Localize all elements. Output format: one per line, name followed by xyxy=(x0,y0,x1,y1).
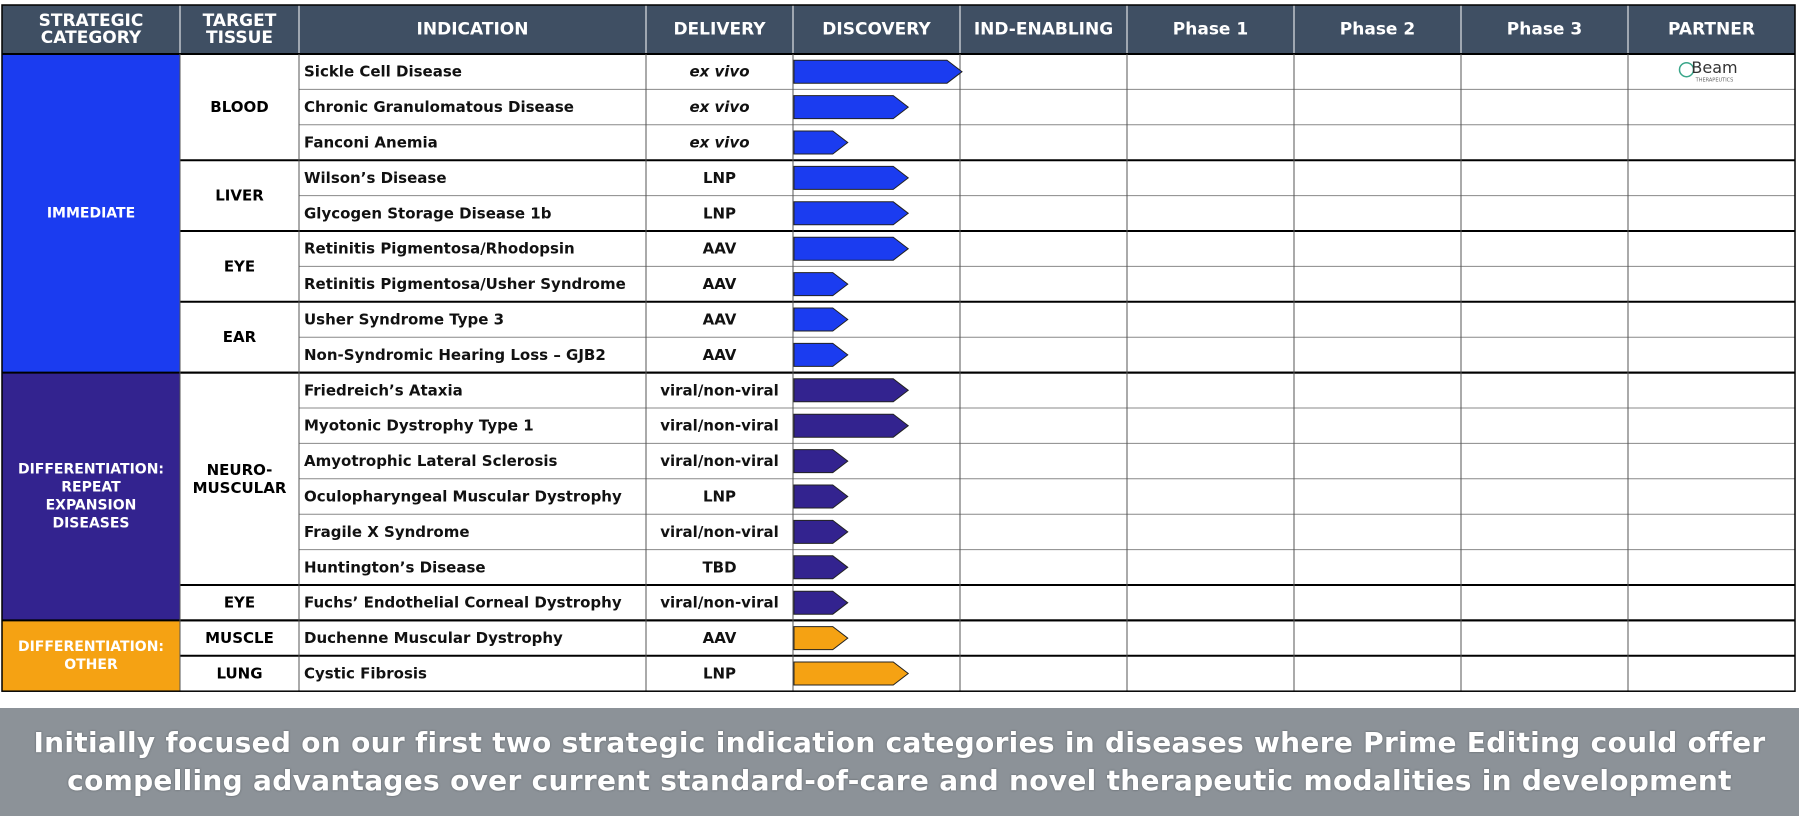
delivery-label: AAV xyxy=(703,346,737,364)
indication-label: Sickle Cell Disease xyxy=(304,63,462,81)
delivery-label: AAV xyxy=(703,275,737,293)
header-bar xyxy=(2,5,1795,54)
indication-label: Retinitis Pigmentosa/Usher Syndrome xyxy=(304,275,626,293)
tissue-label-line: LIVER xyxy=(215,187,264,205)
delivery-label: AAV xyxy=(703,629,737,647)
header-indication-line: INDICATION xyxy=(417,20,529,40)
delivery-label: viral/non-viral xyxy=(660,452,779,470)
progress-arrow xyxy=(793,449,849,474)
indication-label: Glycogen Storage Disease 1b xyxy=(304,204,552,222)
progress-arrow xyxy=(793,272,849,297)
tissue-label-line: EYE xyxy=(224,594,255,612)
header-category-line: STRATEGIC xyxy=(39,11,144,31)
progress-arrow xyxy=(793,165,910,190)
progress-arrow xyxy=(793,201,910,226)
progress-arrow xyxy=(793,59,963,84)
header-tissue-line: TISSUE xyxy=(206,28,273,48)
progress-arrow xyxy=(793,342,849,367)
category-label-line: DISEASES xyxy=(52,516,129,532)
delivery-label: AAV xyxy=(703,311,737,329)
indication-label: Huntington’s Disease xyxy=(304,558,486,576)
delivery-label: viral/non-viral xyxy=(660,381,779,399)
progress-arrow xyxy=(793,626,849,651)
progress-arrow xyxy=(793,236,910,261)
tissue-label-line: EYE xyxy=(224,257,255,275)
category-label-line: EXPANSION xyxy=(46,498,137,514)
indication-label: Oculopharyngeal Muscular Dystrophy xyxy=(304,488,622,506)
progress-arrow xyxy=(793,484,849,509)
category-cell xyxy=(2,620,180,692)
progress-arrow xyxy=(793,95,910,120)
delivery-label: viral/non-viral xyxy=(660,523,779,541)
table-border xyxy=(1,4,1796,692)
indication-label: Non-Syndromic Hearing Loss – GJB2 xyxy=(304,346,606,364)
header-ind_enabling-line: IND-ENABLING xyxy=(974,20,1113,40)
progress-arrow xyxy=(793,519,849,544)
category-cell xyxy=(2,54,180,373)
progress-arrow xyxy=(793,307,849,332)
delivery-label: viral/non-viral xyxy=(660,417,779,435)
progress-arrow xyxy=(793,590,849,615)
category-label-line: REPEAT xyxy=(61,480,121,496)
delivery-label: ex vivo xyxy=(689,63,749,81)
category-label-line: OTHER xyxy=(64,657,118,673)
header-phase1-line: Phase 1 xyxy=(1173,20,1248,40)
header-discovery-line: DISCOVERY xyxy=(822,20,931,40)
footer-banner: Initially focused on our first two strat… xyxy=(0,708,1799,816)
indication-label: Fanconi Anemia xyxy=(304,134,438,152)
footer-line-2: compelling advantages over current stand… xyxy=(67,764,1732,797)
indication-label: Duchenne Muscular Dystrophy xyxy=(304,629,563,647)
tissue-label-line: LUNG xyxy=(216,665,262,683)
category-label-line: DIFFERENTIATION: xyxy=(18,639,164,655)
indication-label: Cystic Fibrosis xyxy=(304,665,427,683)
delivery-label: ex vivo xyxy=(689,98,749,116)
indication-label: Myotonic Dystrophy Type 1 xyxy=(304,417,534,435)
delivery-label: LNP xyxy=(703,488,736,506)
indication-label: Chronic Granulomatous Disease xyxy=(304,98,574,116)
tissue-label-line: MUSCLE xyxy=(205,629,274,647)
progress-arrow xyxy=(793,661,910,686)
indication-label: Wilson’s Disease xyxy=(304,169,447,187)
category-label-line: IMMEDIATE xyxy=(47,205,135,221)
indication-label: Usher Syndrome Type 3 xyxy=(304,311,504,329)
header-phase3-line: Phase 3 xyxy=(1507,20,1582,40)
progress-arrow xyxy=(793,413,910,438)
indication-label: Friedreich’s Ataxia xyxy=(304,381,463,399)
category-label-line: DIFFERENTIATION: xyxy=(18,462,164,478)
tissue-label-line: NEURO- xyxy=(207,461,273,479)
beam-logo-icon xyxy=(1678,61,1695,78)
header-partner-line: PARTNER xyxy=(1668,20,1755,40)
header-phase2-line: Phase 2 xyxy=(1340,20,1415,40)
tissue-label-line: MUSCULAR xyxy=(193,479,287,497)
partner-logo-text: Beam xyxy=(1691,58,1737,77)
header-delivery-line: DELIVERY xyxy=(673,20,766,40)
delivery-label: viral/non-viral xyxy=(660,594,779,612)
delivery-label: AAV xyxy=(703,240,737,258)
delivery-label: LNP xyxy=(703,204,736,222)
indication-label: Amyotrophic Lateral Sclerosis xyxy=(304,452,558,470)
delivery-label: ex vivo xyxy=(689,134,749,152)
indication-label: Fuchs’ Endothelial Corneal Dystrophy xyxy=(304,594,622,612)
partner-logo-subtext: THERAPEUTICS xyxy=(1695,78,1734,84)
delivery-label: LNP xyxy=(703,169,736,187)
header-tissue-line: TARGET xyxy=(203,11,277,31)
category-cell xyxy=(2,372,180,621)
progress-arrow xyxy=(793,130,849,155)
header-category-line: CATEGORY xyxy=(41,28,142,48)
indication-label: Retinitis Pigmentosa/Rhodopsin xyxy=(304,240,575,258)
progress-arrow xyxy=(793,378,910,403)
tissue-label-line: EAR xyxy=(223,328,257,346)
tissue-label-line: BLOOD xyxy=(210,98,268,116)
indication-label: Fragile X Syndrome xyxy=(304,523,470,541)
delivery-label: TBD xyxy=(702,558,736,576)
progress-arrow xyxy=(793,555,849,580)
delivery-label: LNP xyxy=(703,665,736,683)
footer-line-1: Initially focused on our first two strat… xyxy=(33,726,1766,759)
